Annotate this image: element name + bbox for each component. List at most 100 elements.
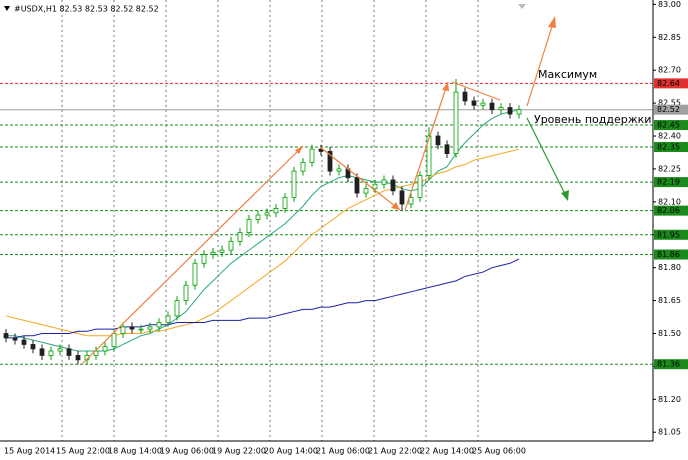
candle-body xyxy=(21,339,27,345)
candle-body xyxy=(273,208,279,214)
candle-body xyxy=(435,135,441,146)
level-label-box xyxy=(654,120,688,131)
title-marker xyxy=(4,6,10,11)
candle-body xyxy=(417,175,423,198)
x-tick-label: 15 Aug 2014 xyxy=(4,447,55,456)
candle-body xyxy=(363,188,369,194)
grid xyxy=(0,0,653,441)
candle-body xyxy=(327,150,333,172)
arrow-head xyxy=(295,146,303,154)
candle-body xyxy=(147,326,153,330)
candle-body xyxy=(129,326,135,330)
candle-body xyxy=(372,183,378,190)
candle-body xyxy=(453,91,459,154)
y-tick-label: 81.20 xyxy=(658,395,681,404)
candle-body xyxy=(471,100,477,106)
candle-body xyxy=(183,284,189,301)
arrow-head xyxy=(391,202,400,210)
candle-body xyxy=(57,348,63,352)
level-label-box xyxy=(654,177,688,188)
plot xyxy=(3,78,522,365)
level-label-box xyxy=(654,205,688,216)
wave-line xyxy=(404,81,449,211)
candle-body xyxy=(489,102,495,111)
level-label-box xyxy=(654,104,688,115)
candle-body xyxy=(399,190,405,205)
x-tick-label: 21 Aug 22:00 xyxy=(368,447,422,456)
candle-body xyxy=(237,232,243,242)
arrow-head xyxy=(548,16,556,28)
candle-body xyxy=(174,300,180,317)
candle-body xyxy=(48,350,54,356)
candle-body xyxy=(120,326,126,334)
level-label: 82.35 xyxy=(657,143,680,152)
arrow xyxy=(526,117,567,197)
level-label: 81.36 xyxy=(657,360,680,369)
axis-background xyxy=(0,441,688,460)
wave-line xyxy=(81,145,304,365)
x-tick-label: 19 Aug 22:00 xyxy=(212,447,266,456)
candle-body xyxy=(156,322,162,328)
candle-body xyxy=(228,240,234,251)
x-tick-label: 25 Aug 06:00 xyxy=(472,447,526,456)
level-label-box xyxy=(654,142,688,152)
candle-body xyxy=(480,102,486,106)
candle-body xyxy=(444,144,450,154)
wave-line xyxy=(319,146,401,211)
candle-body xyxy=(309,148,315,163)
annotation: Максимум xyxy=(538,68,597,81)
candle-body xyxy=(318,148,324,152)
candle-body xyxy=(462,91,468,102)
candle-body xyxy=(390,179,396,192)
x-tick-label: 20 Aug 14:00 xyxy=(264,447,318,456)
arrow xyxy=(526,19,555,107)
wave-line xyxy=(451,81,501,101)
candle-body xyxy=(138,328,144,331)
x-tick-label: 19 Aug 06:00 xyxy=(160,447,214,456)
candle-body xyxy=(102,346,108,352)
candle-body xyxy=(426,135,432,176)
arrow-head xyxy=(442,82,449,91)
candle-body xyxy=(507,107,513,115)
candle-body xyxy=(336,168,342,172)
level-label: 82.64 xyxy=(657,79,680,88)
candle-body xyxy=(282,197,288,209)
moving-average xyxy=(5,148,520,337)
candle-body xyxy=(3,333,9,339)
candle-body xyxy=(408,197,414,205)
y-tick-label: 83.00 xyxy=(658,0,681,9)
level-label: 82.06 xyxy=(657,206,680,215)
candle-body xyxy=(30,344,36,350)
y-tick-label: 81.05 xyxy=(658,428,681,437)
y-tick-label: 82.25 xyxy=(658,164,681,173)
level-label-box xyxy=(654,229,688,240)
y-tick-label: 82.10 xyxy=(658,197,681,206)
candle-body xyxy=(39,348,45,356)
level-label-box xyxy=(654,249,688,260)
annotation: Уровень поддержки xyxy=(534,113,651,126)
candle-body xyxy=(246,219,252,233)
candle-body xyxy=(93,350,99,356)
candle-body xyxy=(255,214,261,220)
level-label: 81.95 xyxy=(657,230,680,239)
y-tick-label: 81.50 xyxy=(658,329,681,338)
candle-body xyxy=(498,107,504,111)
y-tick-label: 81.80 xyxy=(658,263,681,272)
level-label: 82.52 xyxy=(657,105,680,114)
y-tick-label: 82.55 xyxy=(658,99,681,108)
y-tick-label: 82.85 xyxy=(658,33,681,42)
y-tick-label: 82.70 xyxy=(658,66,681,75)
candle-body xyxy=(111,333,117,348)
candle-body xyxy=(210,251,216,255)
y-tick-label: 81.65 xyxy=(658,296,681,305)
candle-body xyxy=(291,170,297,198)
candle-body xyxy=(219,249,225,253)
level-label-box xyxy=(654,359,688,370)
level-label: 82.45 xyxy=(657,121,680,130)
shift-marker xyxy=(518,4,526,9)
moving-average xyxy=(6,258,520,339)
candle-body xyxy=(66,348,72,356)
candle-body xyxy=(165,315,171,323)
